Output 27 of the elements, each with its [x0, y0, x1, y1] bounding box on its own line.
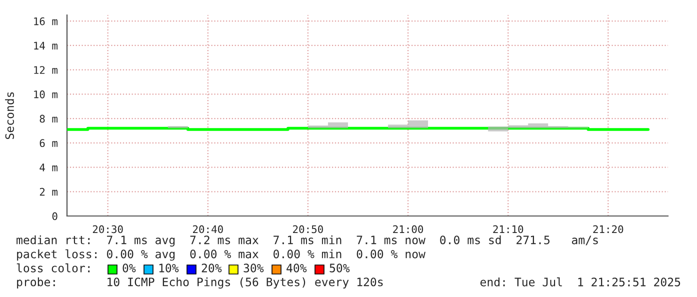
y-tick-label: 8 m [40, 114, 58, 123]
y-tick-label: 0 [52, 212, 58, 220]
text: 30% [244, 264, 264, 272]
text: median rtt: 7.1 ms avg 7.2 ms max 7.1 ms min 7.1 ms now 0.0 ms sd 271.5 am/s [16, 235, 598, 247]
x-tick-label: 20:30 [92, 225, 123, 234]
y-tick-label: 6 m [40, 139, 58, 148]
text: 40% [286, 264, 307, 272]
x-tick-label: 21:00 [393, 225, 424, 234]
text: 0% [122, 264, 136, 272]
x-tick-label: 20:50 [293, 225, 323, 234]
y-tick-label: 2 m [40, 188, 58, 196]
text: 20% [202, 264, 222, 272]
y-tick-label: 4 m [40, 164, 58, 172]
y-tick-label: 16 m [34, 17, 58, 26]
y-tick-label: 12 m [34, 66, 58, 74]
y-tick-label: 14 m [34, 42, 58, 50]
y-tick-label: 10 m [34, 90, 58, 98]
text: probe: 10 ICMP Echo Pings (56 Bytes) every 120s [17, 277, 383, 289]
x-tick-label: 21:10 [493, 225, 524, 234]
text: end: Tue Jul 1 21:25:51 2025 [480, 277, 680, 286]
x-tick-label: 20:40 [193, 225, 223, 234]
text: 50% [330, 264, 350, 272]
x-tick-label: 21:20 [593, 225, 624, 234]
text: loss color: [16, 263, 90, 272]
y-axis-title: Seconds [5, 92, 14, 140]
text: 10% [159, 264, 179, 272]
text: packet loss: 0.00 % avg 0.00 % max 0.00 % min 0.00 % now [17, 249, 426, 261]
